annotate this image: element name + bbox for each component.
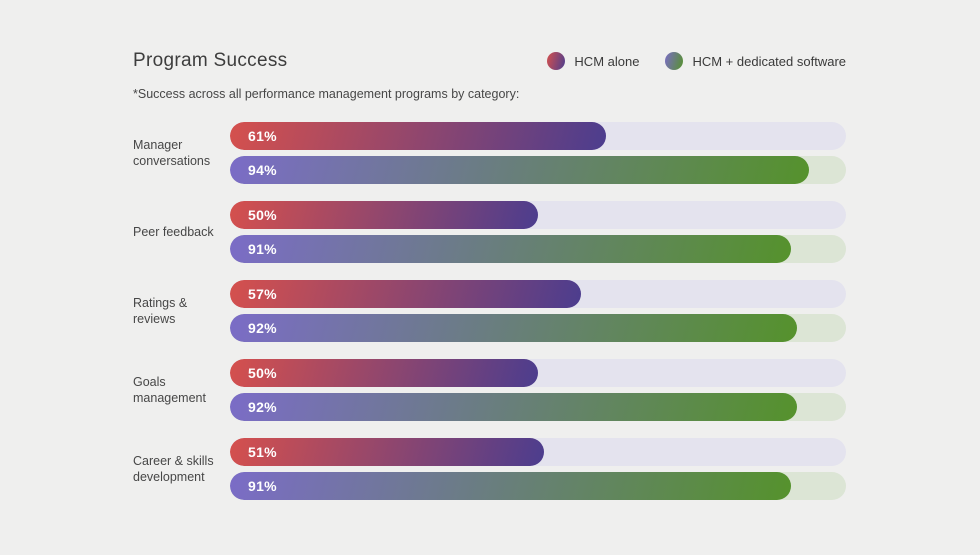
bar-pair: 57% 92% [230,280,846,342]
value-label: 50% [248,207,277,223]
legend-item-hcm-dedicated: HCM + dedicated software [665,52,846,70]
value-label: 92% [248,399,277,415]
bar-fill-hcm-alone: 50% [230,359,538,387]
value-label: 51% [248,444,277,460]
category-label: Manager conversations [133,137,211,168]
bar-group: Ratings & reviews 57% 92% [133,280,846,342]
legend-label: HCM + dedicated software [692,53,846,69]
bar-track: 92% [230,393,846,421]
bar-fill-hcm-alone: 61% [230,122,606,150]
bar-chart: Manager conversations 61% 94% Peer feedback… [133,122,846,500]
value-label: 91% [248,478,277,494]
chart-area: Program Success HCM alone HCM + dedicate… [133,50,846,500]
legend-label: HCM alone [574,53,640,69]
legend-dot-hcm-dedicated-icon [665,52,684,70]
bar-fill-hcm-dedicated: 92% [230,314,797,342]
bar-track: 91% [230,472,846,500]
bar-fill-hcm-alone: 50% [230,201,538,229]
page-title: Program Success [133,50,288,71]
bar-fill-hcm-dedicated: 94% [230,156,810,184]
bar-group: Goals management 50% 92% [133,359,846,421]
header: Program Success HCM alone HCM + dedicate… [133,50,846,72]
bar-fill-hcm-alone: 57% [230,280,582,308]
bar-track: 61% [230,122,846,150]
legend: HCM alone HCM + dedicated software [547,52,846,70]
category-label: Ratings & reviews [133,295,188,326]
bar-track: 51% [230,438,846,466]
bar-group: Career & skills development 51% 91% [133,438,846,500]
value-label: 91% [248,241,277,257]
bar-track: 91% [230,235,846,263]
legend-dot-hcm-alone-icon [547,52,566,70]
value-label: 94% [248,162,277,178]
bar-fill-hcm-alone: 51% [230,438,545,466]
bar-fill-hcm-dedicated: 91% [230,472,791,500]
bar-track: 94% [230,156,846,184]
bar-track: 50% [230,201,846,229]
bar-track: 50% [230,359,846,387]
bar-group: Peer feedback 50% 91% [133,201,846,263]
value-label: 61% [248,128,277,144]
category-label: Career & skills development [133,453,214,484]
category-label: Peer feedback [133,224,214,239]
bar-pair: 61% 94% [230,122,846,184]
bar-pair: 50% 91% [230,201,846,263]
chart-subtitle: *Success across all performance manageme… [133,87,520,101]
bar-pair: 51% 91% [230,438,846,500]
value-label: 57% [248,286,277,302]
value-label: 50% [248,365,277,381]
bar-fill-hcm-dedicated: 92% [230,393,797,421]
legend-item-hcm-alone: HCM alone [547,52,639,70]
bar-group: Manager conversations 61% 94% [133,122,846,184]
bar-track: 57% [230,280,846,308]
value-label: 92% [248,320,277,336]
category-label: Goals management [133,374,206,405]
bar-track: 92% [230,314,846,342]
bar-fill-hcm-dedicated: 91% [230,235,791,263]
bar-pair: 50% 92% [230,359,846,421]
